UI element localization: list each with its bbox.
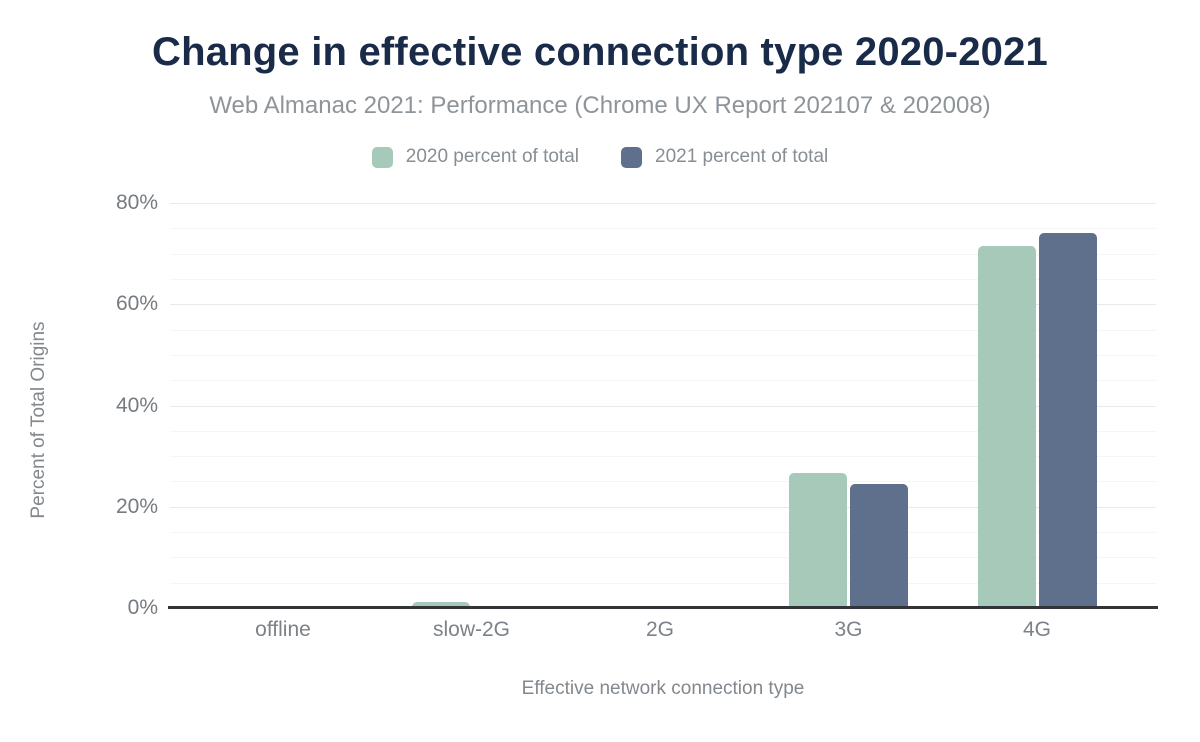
legend-label-2020: 2020 percent of total	[405, 146, 579, 167]
gridline-minor-45	[170, 380, 1156, 382]
gridline-minor-25	[170, 481, 1156, 483]
x-tick-label-3G: 3G	[834, 618, 863, 641]
gridline-minor-70	[170, 253, 1156, 255]
x-axis-title: Effective network connection type	[521, 678, 805, 699]
gridline-minor-50	[170, 354, 1156, 356]
legend-label-2021: 2021 percent of total	[655, 146, 829, 167]
plot-area	[170, 203, 1156, 608]
gridline-minor-55	[170, 329, 1156, 331]
chart-title: Change in effective connection type 2020…	[152, 30, 1048, 74]
y-tick-label-80: 80%	[115, 191, 158, 214]
gridline-minor-15	[170, 532, 1156, 534]
x-tick-label-2G: 2G	[645, 618, 674, 641]
x-tick-label-4G: 4G	[1022, 618, 1051, 641]
gridline-minor-30	[170, 456, 1156, 458]
gridline-minor-35	[170, 430, 1156, 432]
y-tick-label-20: 20%	[115, 494, 158, 518]
y-tick-label-0: 0%	[127, 596, 158, 619]
y-tick-label-60: 60%	[115, 292, 158, 316]
y-axis-title: Percent of Total Origins	[28, 321, 49, 519]
gridline-major-40	[170, 405, 1156, 407]
chart-subtitle: Web Almanac 2021: Performance (Chrome UX…	[209, 92, 991, 119]
gridline-minor-10	[170, 557, 1156, 559]
x-axis-baseline	[168, 606, 1158, 609]
legend-swatch-2020-icon	[371, 146, 393, 168]
x-tick-label-offline: offline	[255, 618, 311, 641]
bar-2020-4G[interactable]	[977, 246, 1036, 608]
bar-2021-4G[interactable]	[1038, 233, 1097, 608]
legend-swatch-2021-icon	[621, 146, 642, 168]
gridline-major-80	[170, 203, 1156, 204]
gridline-minor-65	[170, 278, 1156, 280]
gridline-major-20	[170, 506, 1156, 508]
legend-item-2020[interactable]: 2020 percent of total	[371, 146, 579, 168]
legend-item-2021[interactable]: 2021 percent of total	[621, 146, 828, 168]
x-tick-label-slow-2G: slow-2G	[432, 618, 511, 641]
y-tick-label-40: 40%	[115, 393, 158, 417]
bar-2020-slow-2G[interactable]	[412, 602, 470, 608]
gridline-major-60	[170, 304, 1156, 306]
gridline-minor-5	[170, 582, 1156, 584]
bar-2021-3G[interactable]	[850, 483, 908, 608]
legend: 2020 percent of total 2021 percent of to…	[0, 146, 1200, 168]
gridline-minor-75	[170, 228, 1156, 230]
bar-2020-3G[interactable]	[789, 473, 847, 608]
